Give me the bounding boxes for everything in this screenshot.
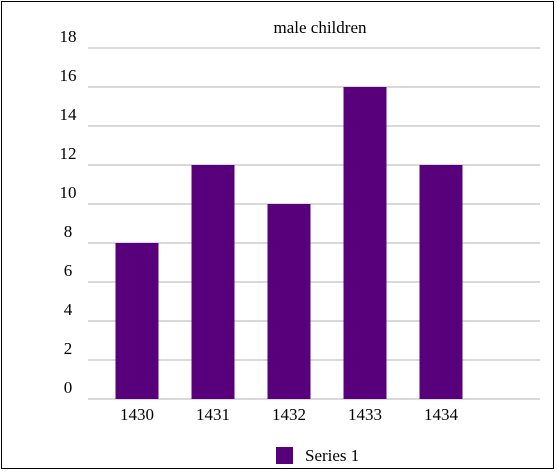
y-tick-label: 2 [64,339,73,358]
bars [115,87,463,399]
x-tick-label: 1432 [272,405,306,424]
chart-title: male children [274,18,367,37]
x-tick-label: 1430 [120,405,154,424]
x-tick-label: 1433 [348,405,382,424]
x-axis-tick-labels: 1430 1431 1432 1433 1434 [120,405,459,424]
bar [343,87,387,399]
y-tick-label: 6 [64,261,73,280]
grid-lines [88,47,540,400]
y-tick-label: 8 [64,222,73,241]
legend: Series 1 [276,446,359,465]
y-tick-label: 18 [60,27,77,46]
x-tick-label: 1434 [424,405,459,424]
legend-swatch [276,447,293,464]
y-tick-label: 4 [64,300,73,319]
y-tick-label: 16 [60,66,77,85]
bar [115,243,159,399]
bar [419,165,463,399]
bar [267,204,311,399]
y-axis-tick-labels: 0 2 4 6 8 10 12 14 16 18 [60,27,78,397]
legend-label: Series 1 [305,446,359,465]
y-tick-label: 0 [64,378,73,397]
y-tick-label: 12 [60,144,77,163]
y-tick-label: 14 [60,105,78,124]
x-tick-label: 1431 [196,405,230,424]
y-tick-label: 10 [60,183,77,202]
bar [191,165,235,399]
